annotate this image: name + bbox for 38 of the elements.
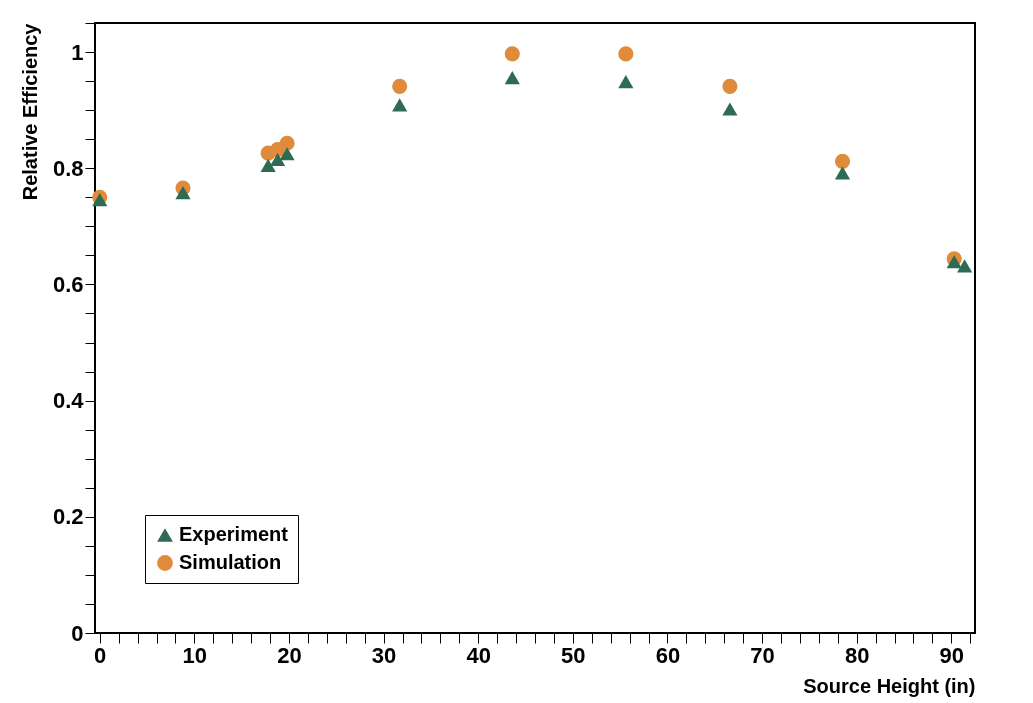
y-axis-title: Relative Efficiency (18, 22, 41, 201)
y-tick-label: 0.6 (52, 271, 84, 297)
point (957, 259, 973, 273)
point (946, 255, 962, 269)
point (92, 193, 108, 207)
point (618, 46, 634, 62)
x-tick-label: 0 (94, 642, 107, 668)
point (260, 158, 276, 172)
point (722, 78, 738, 94)
point (504, 46, 520, 62)
x-tick-label: 10 (182, 642, 208, 668)
x-tick-label: 70 (750, 642, 775, 668)
point (834, 166, 851, 180)
point (279, 147, 295, 161)
point (279, 135, 295, 151)
x-tick-label: 90 (939, 642, 965, 668)
point (392, 78, 408, 94)
legend-label: Simulation (179, 551, 282, 573)
x-tick-label: 80 (844, 642, 870, 668)
x-tick-label: 60 (655, 642, 681, 668)
y-tick-label: 1 (71, 39, 84, 65)
y-tick-label: 0.8 (52, 155, 84, 181)
legend-label: Experiment (179, 523, 289, 545)
x-tick-label: 50 (561, 642, 586, 668)
x-tick-label: 20 (277, 642, 302, 668)
point (504, 71, 520, 85)
x-axis-title: Source Height (in) (803, 674, 976, 697)
point (834, 153, 851, 169)
point (618, 75, 634, 89)
point (722, 102, 738, 116)
point (270, 152, 286, 167)
point (175, 186, 191, 200)
y-tick-label: 0 (71, 620, 84, 646)
y-tick-label: 0.4 (52, 388, 85, 414)
y-tick-label: 0.2 (52, 504, 84, 530)
x-tick-label: 30 (371, 642, 397, 668)
point (392, 98, 408, 112)
x-tick-label: 40 (466, 642, 491, 668)
